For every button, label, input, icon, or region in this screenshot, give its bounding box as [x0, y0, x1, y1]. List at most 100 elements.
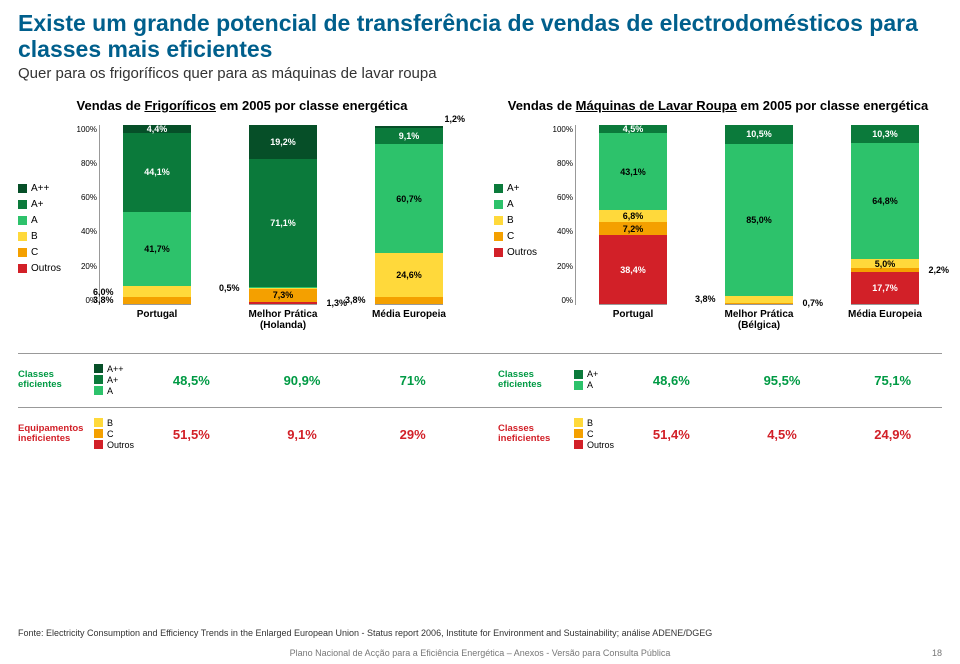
legend-label: B: [587, 418, 593, 428]
bar-segment: 17,7%: [851, 272, 919, 304]
y-tick: 0%: [550, 296, 573, 305]
bar-segment: 38,4%: [599, 235, 667, 304]
left-chart-header: Vendas de Frigoríficos em 2005 por class…: [18, 98, 466, 113]
legend-item: A+: [94, 375, 142, 385]
divider: [18, 353, 942, 354]
legend-swatch: [574, 418, 583, 427]
bar-segment: 0,6%: [249, 287, 317, 288]
bar-segment: 0,5%: [249, 288, 317, 289]
stacked-bar: 38,4%7,2%6,8%43,1%4,5%: [599, 125, 667, 305]
page-subtitle: Quer para os frigoríficos quer para as m…: [0, 63, 960, 82]
bars-wrap: 38,4%7,2%6,8%43,1%4,5%Portugal0,7%3,8%85…: [576, 125, 942, 333]
bar-segment: 64,8%: [851, 143, 919, 259]
bar-segment: 4,4%: [123, 125, 191, 133]
bar-label: Média Europeia: [848, 309, 922, 333]
summary-value: 95,5%: [739, 373, 826, 388]
bar-segment: 1,3%: [249, 302, 317, 304]
summary-legend: BCOutros: [94, 418, 142, 451]
summary-values: 48,6%95,5%75,1%: [622, 373, 942, 388]
bar-column: 3,8%6,0%41,7%44,1%4,4%Portugal: [106, 125, 208, 333]
bar-segment: 7,3%: [249, 289, 317, 302]
summary-legend: BCOutros: [574, 418, 622, 451]
bar-label: Melhor Prática (Holanda): [232, 309, 334, 333]
legend-swatch: [18, 264, 27, 273]
bar-segment: 10,5%: [725, 125, 793, 144]
bar-segment: 9,1%: [375, 128, 443, 144]
legend-swatch: [574, 429, 583, 438]
legend-swatch: [94, 440, 103, 449]
legend-swatch: [494, 216, 503, 225]
bar-segment: 71,1%: [249, 159, 317, 286]
legend-item: A+: [494, 183, 550, 194]
legend-swatch: [494, 248, 503, 257]
segment-value-label: 0,5%: [219, 283, 240, 293]
summary-label: Equipamentos ineficientes: [18, 424, 94, 445]
legend-item: A+: [18, 199, 74, 210]
summary-value: 51,4%: [628, 427, 715, 442]
legend-label: A+: [107, 375, 118, 385]
bars-wrap: 3,8%6,0%41,7%44,1%4,4%Portugal1,3%7,3%0,…: [100, 125, 466, 333]
summary-value: 71%: [369, 373, 456, 388]
summary-value: 29%: [369, 427, 456, 442]
summary-values: 51,4%4,5%24,9%: [622, 427, 942, 442]
legend-swatch: [94, 375, 103, 384]
bar-segment: 85,0%: [725, 144, 793, 296]
chart-legend: A++A+ABCOutros: [18, 125, 74, 279]
summary-value: 90,9%: [259, 373, 346, 388]
right-chart-header: Vendas de Máquinas de Lavar Roupa em 200…: [494, 98, 942, 113]
y-tick: 40%: [74, 227, 97, 236]
bar-label: Portugal: [613, 309, 654, 333]
segment-value-label: 1,2%: [444, 114, 465, 124]
legend-label: Outros: [107, 440, 134, 450]
left-chart: Vendas de Frigoríficos em 2005 por class…: [18, 98, 466, 333]
legend-swatch: [574, 370, 583, 379]
bar-segment: 2,2%: [851, 268, 919, 272]
legend-label: C: [31, 247, 38, 258]
bar-segment: 60,7%: [375, 144, 443, 253]
legend-label: Outros: [507, 247, 537, 258]
y-axis: 100%80%60%40%20%0%: [550, 125, 576, 305]
stacked-bar: 3,8%6,0%41,7%44,1%4,4%: [123, 125, 191, 305]
segment-value-label: 1,3%: [326, 298, 347, 308]
legend-swatch: [18, 200, 27, 209]
efficient-row: Classes eficientesA++A+A48,5%90,9%71%Cla…: [18, 364, 942, 397]
legend-label: Outros: [587, 440, 614, 450]
summary-label: Classes ineficientes: [498, 424, 574, 445]
legend-swatch: [494, 184, 503, 193]
legend-label: A++: [31, 183, 49, 194]
bar-segment: 3,8%: [123, 297, 191, 304]
legend-item: B: [574, 418, 622, 428]
bar-segment: 1,2%: [375, 126, 443, 128]
bar-segment: 5,0%: [851, 259, 919, 268]
summary-value: 51,5%: [148, 427, 235, 442]
legend-swatch: [494, 232, 503, 241]
summary-legend: A++A+A: [94, 364, 142, 397]
chart-legend: A+ABCOutros: [494, 125, 550, 263]
summary-value: 9,1%: [259, 427, 346, 442]
stacked-bar: 17,7%2,2%5,0%64,8%10,3%: [851, 125, 919, 305]
legend-item: A: [574, 380, 622, 390]
bar-segment: 19,2%: [249, 125, 317, 159]
legend-swatch: [18, 184, 27, 193]
y-tick: 20%: [74, 262, 97, 271]
summary-value: 24,9%: [849, 427, 936, 442]
legend-item: Outros: [574, 440, 622, 450]
legend-label: A+: [31, 199, 44, 210]
legend-item: C: [574, 429, 622, 439]
bar-segment: 44,1%: [123, 133, 191, 212]
legend-label: B: [31, 231, 38, 242]
legend-item: B: [94, 418, 142, 428]
bar-column: 1,3%7,3%0,5%0,6%71,1%19,2% Melhor Prática…: [232, 125, 334, 333]
legend-item: C: [494, 231, 550, 242]
summary-half: Classes ineficientesBCOutros51,4%4,5%24,…: [498, 418, 942, 451]
bar-segment: 43,1%: [599, 133, 667, 210]
bar-label: Melhor Prática (Bélgica): [708, 309, 810, 333]
y-tick: 80%: [74, 159, 97, 168]
bar-column: 17,7%2,2%5,0%64,8%10,3% Média Europeia: [834, 125, 936, 333]
right-chart: Vendas de Máquinas de Lavar Roupa em 200…: [494, 98, 942, 333]
bar-segment: 24,6%: [375, 253, 443, 297]
bar-segment: 4,5%: [599, 125, 667, 133]
summary-label: Classes eficientes: [18, 370, 94, 391]
y-tick: 100%: [74, 125, 97, 134]
summary-value: 48,5%: [148, 373, 235, 388]
